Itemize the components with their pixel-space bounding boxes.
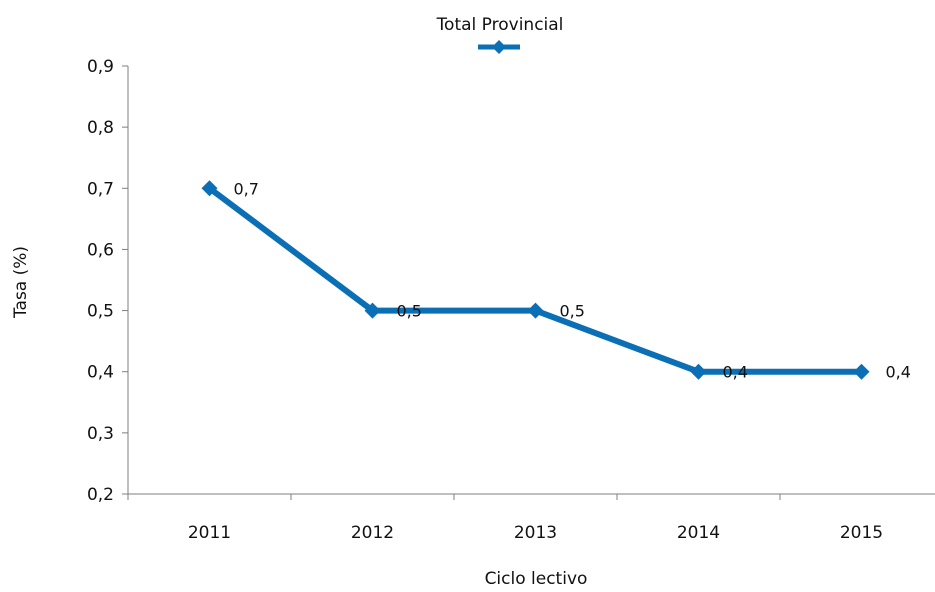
data-point-marker [364, 302, 381, 319]
y-tick-label: 0,8 [87, 118, 114, 138]
x-tick-label: 2015 [840, 523, 883, 543]
data-label: 0,5 [560, 302, 585, 321]
x-tick-label: 2011 [188, 523, 231, 543]
legend-diamond-marker [492, 40, 506, 54]
x-axis-ticks: 2011 2012 2013 2014 2015 [127, 494, 883, 543]
y-tick-label: 0,5 [87, 302, 114, 322]
data-point-marker [201, 180, 218, 197]
y-tick-label: 0,2 [87, 485, 114, 505]
y-tick-label: 0,9 [87, 57, 114, 77]
series-layer: 0,7 0,5 0,5 0,4 0,4 [201, 179, 911, 382]
y-axis-title: Tasa (%) [11, 246, 31, 319]
data-point-marker [690, 363, 707, 380]
series-line [207, 185, 862, 375]
data-point-marker [853, 363, 870, 380]
data-label: 0,5 [397, 302, 422, 321]
data-label: 0,7 [234, 179, 259, 198]
legend-label: Total Provincial [436, 15, 564, 35]
x-tick-label: 2014 [677, 523, 720, 543]
x-tick-label: 2012 [351, 523, 394, 543]
y-tick-label: 0,3 [87, 424, 114, 444]
x-axis-title: Ciclo lectivo [485, 569, 588, 588]
y-tick-label: 0,7 [87, 179, 114, 199]
y-tick-label: 0,4 [87, 363, 114, 383]
x-tick-label: 2013 [514, 523, 557, 543]
data-label: 0,4 [723, 363, 748, 382]
data-point-marker [527, 302, 544, 319]
y-axis-ticks: 0,2 0,3 0,4 0,5 0,6 0,7 0,8 0,9 [87, 57, 128, 505]
data-label: 0,4 [886, 363, 911, 382]
y-tick-label: 0,6 [87, 240, 114, 260]
legend: Total Provincial [436, 15, 564, 54]
